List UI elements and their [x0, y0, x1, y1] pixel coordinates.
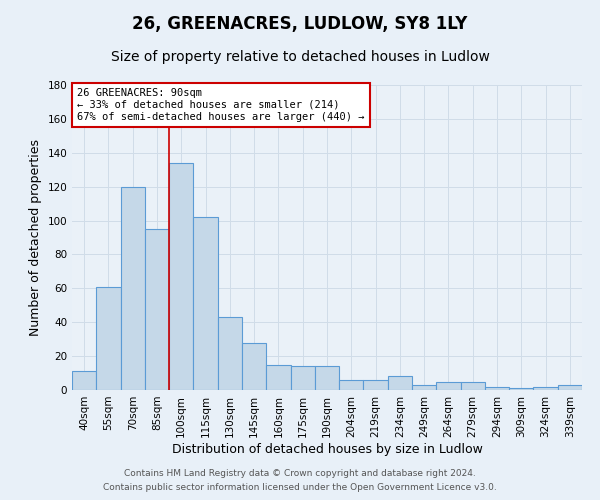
Bar	[558, 385, 582, 390]
Bar	[169, 163, 193, 390]
Bar	[242, 342, 266, 390]
Bar	[388, 376, 412, 390]
Bar	[96, 286, 121, 390]
Bar	[461, 382, 485, 390]
Bar	[218, 317, 242, 390]
Bar	[72, 372, 96, 390]
Text: Size of property relative to detached houses in Ludlow: Size of property relative to detached ho…	[110, 50, 490, 64]
Text: 26, GREENACRES, LUDLOW, SY8 1LY: 26, GREENACRES, LUDLOW, SY8 1LY	[133, 15, 467, 33]
Bar	[485, 386, 509, 390]
X-axis label: Distribution of detached houses by size in Ludlow: Distribution of detached houses by size …	[172, 442, 482, 456]
Text: 26 GREENACRES: 90sqm
← 33% of detached houses are smaller (214)
67% of semi-deta: 26 GREENACRES: 90sqm ← 33% of detached h…	[77, 88, 364, 122]
Bar	[509, 388, 533, 390]
Y-axis label: Number of detached properties: Number of detached properties	[29, 139, 42, 336]
Bar	[436, 382, 461, 390]
Bar	[266, 364, 290, 390]
Bar	[121, 186, 145, 390]
Bar	[193, 217, 218, 390]
Bar	[364, 380, 388, 390]
Bar	[145, 229, 169, 390]
Bar	[533, 386, 558, 390]
Bar	[290, 366, 315, 390]
Bar	[412, 385, 436, 390]
Text: Contains public sector information licensed under the Open Government Licence v3: Contains public sector information licen…	[103, 484, 497, 492]
Bar	[339, 380, 364, 390]
Text: Contains HM Land Registry data © Crown copyright and database right 2024.: Contains HM Land Registry data © Crown c…	[124, 468, 476, 477]
Bar	[315, 366, 339, 390]
